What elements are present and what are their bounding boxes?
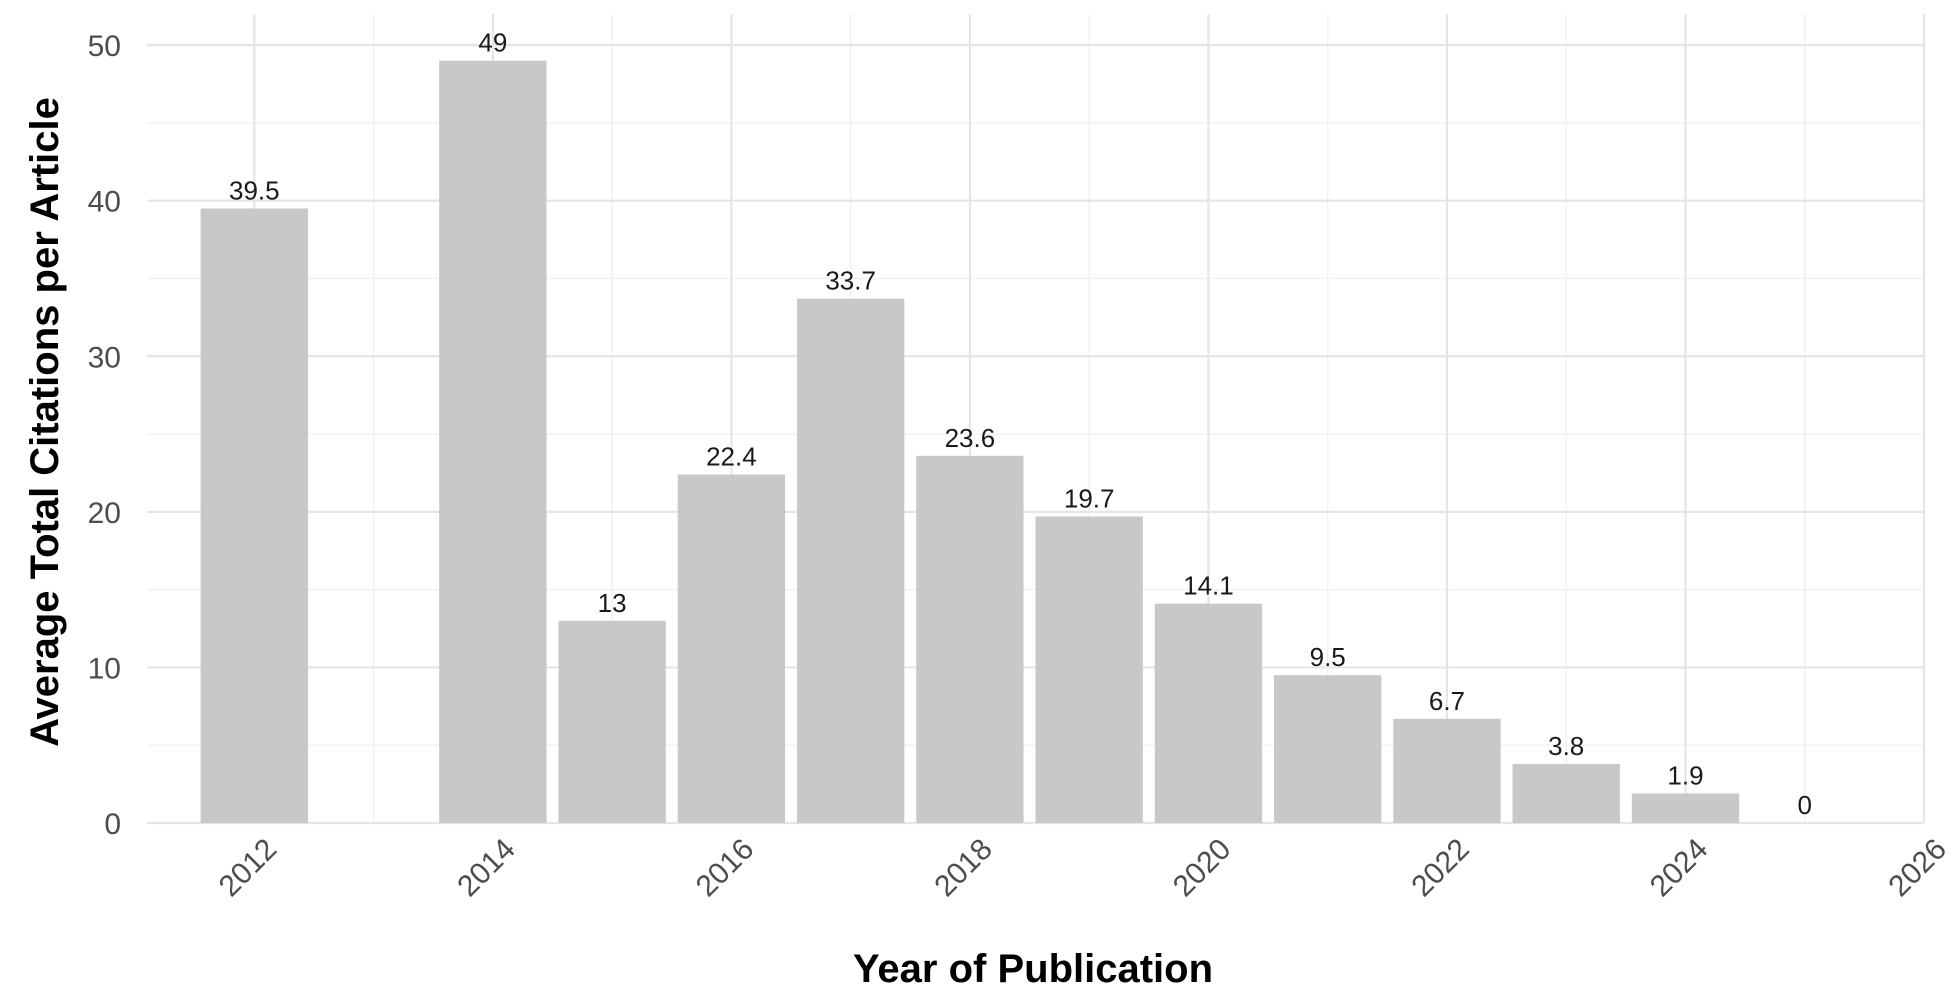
x-axis-title: Year of Publication xyxy=(853,947,1213,991)
bar-2016 xyxy=(677,474,786,823)
bar-2018 xyxy=(916,455,1024,823)
data-label-2019: 19.7 xyxy=(1064,484,1115,514)
bar-2017 xyxy=(796,298,905,823)
bar-2015 xyxy=(558,620,666,823)
bar-2019 xyxy=(1035,516,1143,823)
bar-2012 xyxy=(200,208,309,823)
y-tick-label: 0 xyxy=(104,808,121,841)
data-label-2017: 33.7 xyxy=(825,266,876,296)
data-label-2012: 39.5 xyxy=(229,175,280,205)
data-label-2015: 13 xyxy=(598,588,627,618)
y-tick-label: 50 xyxy=(88,30,121,63)
y-tick-label: 30 xyxy=(88,341,121,374)
bar-2023 xyxy=(1512,763,1620,823)
data-labels: 39.5 49 13 22.4 33.7 23.6 19.7 14.1 9.5 6.7 3.8 1.9… xyxy=(229,28,1812,820)
bar-2020 xyxy=(1154,603,1263,823)
x-tick-label: 2026 xyxy=(1882,833,1953,904)
data-label-2025: 0 xyxy=(1798,790,1812,820)
data-label-2022: 6.7 xyxy=(1429,686,1465,716)
x-tick-label: 2024 xyxy=(1644,833,1715,904)
y-axis-ticks: 0 10 20 30 40 50 xyxy=(88,30,121,841)
data-label-2024: 1.9 xyxy=(1667,760,1703,790)
bar-2014 xyxy=(439,60,547,823)
data-label-2020: 14.1 xyxy=(1183,571,1234,601)
bar-2022 xyxy=(1393,718,1501,823)
data-label-2021: 9.5 xyxy=(1310,642,1346,672)
data-label-2023: 3.8 xyxy=(1548,731,1584,761)
bar-2024 xyxy=(1631,793,1740,823)
x-axis-ticks: 2012 2014 2016 2018 2020 2022 2024 2026 xyxy=(213,833,1953,904)
y-tick-label: 20 xyxy=(88,497,121,530)
x-tick-label: 2018 xyxy=(928,833,999,904)
x-tick-label: 2014 xyxy=(451,833,522,904)
data-label-2016: 22.4 xyxy=(706,442,757,472)
x-tick-label: 2020 xyxy=(1167,833,1238,904)
x-tick-label: 2022 xyxy=(1405,833,1476,904)
y-tick-label: 10 xyxy=(88,652,121,685)
y-tick-label: 40 xyxy=(88,186,121,219)
x-tick-label: 2012 xyxy=(213,833,284,904)
data-label-2018: 23.6 xyxy=(945,423,996,453)
x-tick-label: 2016 xyxy=(690,833,761,904)
bar-2021 xyxy=(1274,675,1382,823)
y-axis-title: Average Total Citations per Article xyxy=(23,97,67,747)
data-label-2014: 49 xyxy=(478,28,507,58)
bars xyxy=(200,60,1740,823)
